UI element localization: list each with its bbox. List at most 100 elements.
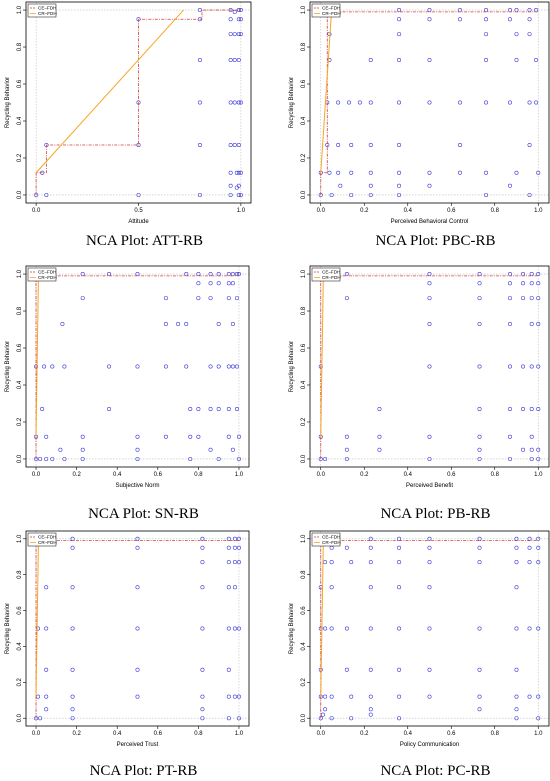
x-tick-label: 1.0: [534, 731, 543, 737]
data-point: [216, 456, 221, 461]
data-point: [329, 626, 334, 631]
data-point: [477, 296, 482, 301]
x-tick-label: 1.0: [237, 208, 246, 214]
legend-label-cr: CR–FDH: [322, 540, 341, 545]
x-tick-label: 0.6: [447, 208, 456, 214]
data-point: [200, 560, 205, 565]
data-point: [323, 707, 328, 712]
plot-frame: [309, 530, 550, 727]
data-point: [397, 545, 402, 550]
y-tick-label: 0.2: [17, 153, 23, 162]
data-point: [368, 100, 373, 105]
data-point: [236, 434, 241, 439]
y-axis-label: Recycling Behavior: [5, 77, 11, 128]
data-point: [427, 545, 432, 550]
data-point: [368, 560, 373, 565]
data-point: [323, 626, 328, 631]
data-point: [507, 456, 512, 461]
data-point: [135, 626, 140, 631]
data-point: [236, 183, 241, 188]
data-point: [236, 100, 241, 105]
data-point: [427, 183, 432, 188]
data-point: [230, 321, 235, 326]
data-point: [188, 456, 193, 461]
data-point: [38, 456, 43, 461]
data-point: [427, 281, 432, 286]
x-tick-label: 0.8: [491, 472, 500, 478]
y-tick-label: 0.4: [17, 380, 23, 389]
data-point: [196, 296, 201, 301]
data-point: [514, 585, 519, 590]
data-point: [135, 456, 140, 461]
data-point: [234, 170, 239, 175]
y-tick-label: 0.6: [17, 79, 23, 88]
data-point: [44, 626, 49, 631]
data-point: [323, 694, 328, 699]
data-point: [38, 716, 43, 721]
data-point: [507, 321, 512, 326]
data-point: [477, 536, 482, 541]
data-point: [347, 100, 352, 105]
y-tick-label: 0.6: [301, 606, 307, 615]
ce-fdh-line: [35, 540, 239, 719]
data-point: [344, 447, 349, 452]
data-point: [377, 407, 382, 412]
data-point: [397, 192, 402, 197]
y-tick-label: 0.4: [17, 116, 23, 125]
data-point: [238, 32, 243, 37]
y-tick-label: 0.2: [17, 417, 23, 426]
data-point: [397, 170, 402, 175]
data-point: [234, 364, 239, 369]
data-point: [188, 434, 193, 439]
chart-panel-6: 0.0 0.2 0.4 0.6 0.8 1.0 0.0 0.2 0.4 0.6 0.8 1.0 Poli…: [289, 530, 550, 779]
data-point: [232, 57, 237, 62]
x-tick-label: 0.4: [404, 731, 413, 737]
data-point: [50, 364, 55, 369]
chart-caption: NCA Plot: PBC-RB: [375, 233, 495, 249]
x-tick-label: 0.6: [154, 731, 163, 737]
y-tick-label: 0.6: [17, 343, 23, 352]
y-tick-label: 0.8: [17, 570, 23, 579]
data-point: [368, 712, 373, 717]
data-point: [536, 545, 541, 550]
data-point: [344, 434, 349, 439]
x-tick-label: 1.0: [235, 472, 244, 478]
y-tick-label: 0.4: [17, 642, 23, 651]
data-point: [236, 694, 241, 699]
data-point: [228, 17, 233, 22]
data-point: [230, 447, 235, 452]
data-point: [521, 364, 526, 369]
data-point: [477, 560, 482, 565]
data-point: [336, 143, 341, 148]
data-point: [484, 32, 489, 37]
data-point: [477, 407, 482, 412]
data-point: [534, 100, 539, 105]
data-point: [529, 272, 534, 277]
data-point: [107, 364, 112, 369]
data-point: [80, 272, 85, 277]
data-point: [397, 716, 402, 721]
y-tick-label: 0.8: [301, 570, 307, 579]
y-axis-label: Recycling Behavior: [289, 341, 295, 392]
data-point: [80, 456, 85, 461]
data-point: [200, 707, 205, 712]
y-tick-label: 0.4: [301, 116, 307, 125]
y-tick-label: 1.0: [301, 269, 307, 278]
data-point: [427, 321, 432, 326]
data-point: [477, 447, 482, 452]
data-point: [226, 545, 231, 550]
data-point: [349, 694, 354, 699]
cr-fdh-line: [320, 10, 333, 173]
data-point: [329, 192, 334, 197]
data-point: [226, 296, 231, 301]
x-axis-label: Policy Communication: [400, 742, 459, 748]
y-tick-label: 0.0: [17, 454, 23, 463]
data-point: [234, 272, 239, 277]
data-point: [536, 626, 541, 631]
data-point: [527, 560, 532, 565]
data-point: [44, 707, 49, 712]
data-point: [200, 626, 205, 631]
data-point: [507, 434, 512, 439]
data-point: [44, 456, 49, 461]
